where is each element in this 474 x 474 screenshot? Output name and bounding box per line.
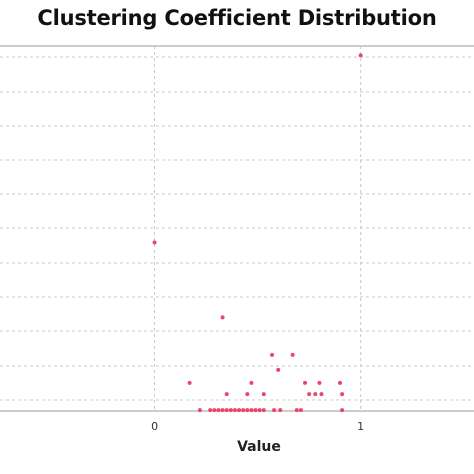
data-point — [216, 408, 221, 413]
data-point — [220, 315, 225, 320]
data-point — [152, 240, 157, 245]
data-point — [197, 408, 202, 413]
data-point — [237, 408, 242, 413]
x-tick-label: 1 — [357, 420, 364, 433]
data-point — [270, 352, 275, 357]
data-point — [303, 380, 308, 385]
data-point — [261, 408, 266, 413]
data-point — [245, 392, 250, 397]
data-point — [276, 367, 281, 372]
data-point — [245, 408, 250, 413]
data-point — [241, 408, 246, 413]
data-point — [340, 408, 345, 413]
data-point — [340, 392, 345, 397]
data-point — [228, 408, 233, 413]
data-point — [249, 380, 254, 385]
data-point — [358, 53, 363, 58]
data-point — [294, 408, 299, 413]
data-point — [212, 408, 217, 413]
data-point — [317, 380, 322, 385]
data-point — [272, 408, 277, 413]
grid-lines — [0, 46, 474, 411]
data-points — [152, 53, 363, 413]
data-point — [298, 408, 303, 413]
x-axis-label: Value — [237, 439, 281, 455]
x-tick-label: 0 — [151, 420, 158, 433]
data-point — [249, 408, 254, 413]
data-point — [290, 352, 295, 357]
chart-title: Clustering Coefficient Distribution — [37, 6, 437, 30]
data-point — [187, 380, 192, 385]
data-point — [220, 408, 225, 413]
data-point — [253, 408, 258, 413]
data-point — [224, 392, 229, 397]
data-point — [224, 408, 229, 413]
data-point — [319, 392, 324, 397]
data-point — [232, 408, 237, 413]
data-point — [307, 392, 312, 397]
data-point — [338, 380, 343, 385]
data-point — [257, 408, 262, 413]
data-point — [208, 408, 213, 413]
data-point — [278, 408, 283, 413]
data-point — [313, 392, 318, 397]
data-point — [261, 392, 266, 397]
